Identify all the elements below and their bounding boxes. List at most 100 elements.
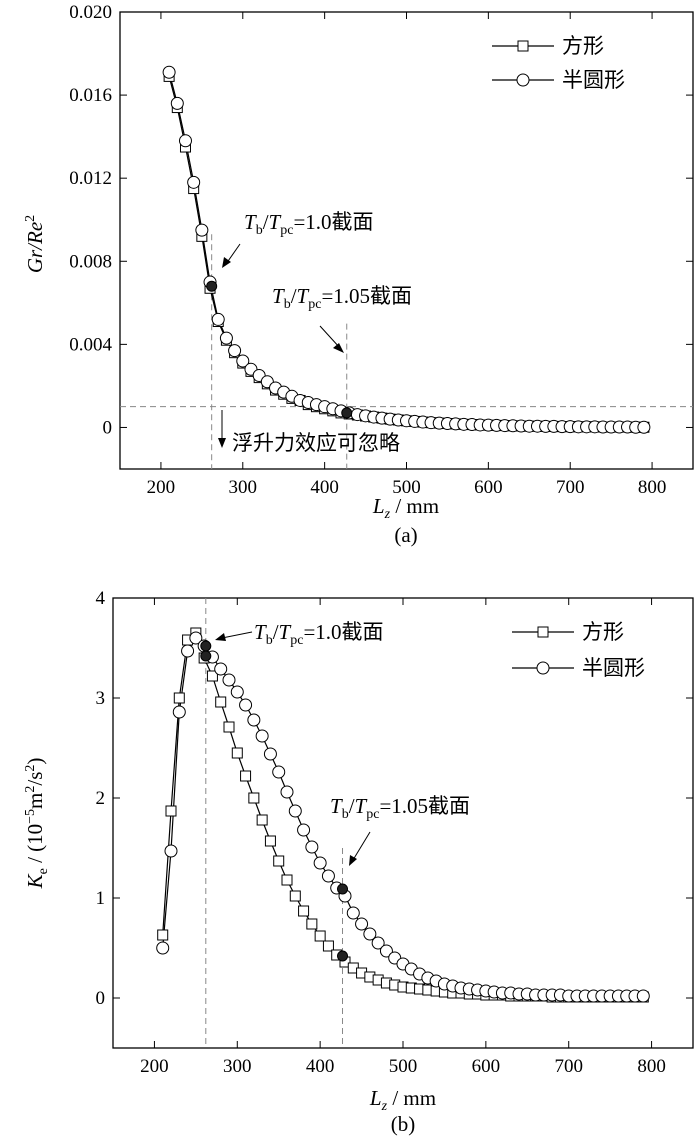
legend-b-square-marker — [537, 626, 549, 638]
ytick-label-a-3: 0.012 — [69, 168, 112, 189]
point-a-circle-4 — [195, 223, 209, 237]
point-b-square-20 — [322, 940, 334, 952]
xtick-label-b-0: 200 — [140, 1056, 169, 1077]
point-b-circle-4 — [189, 631, 203, 645]
caption-b: (b) — [391, 1112, 416, 1136]
series-line-a-1 — [168, 72, 644, 428]
xtick-label-a-2: 400 — [310, 477, 339, 498]
xtick-label-a-4: 600 — [474, 477, 503, 498]
legend-a-square-label: 方形 — [562, 34, 604, 58]
point-b-square-15 — [281, 874, 293, 886]
point-b-circle-13 — [263, 747, 277, 761]
point-b-square-8 — [223, 721, 235, 733]
point-b-square-6 — [206, 670, 218, 682]
highlight-point-b-0 — [200, 650, 212, 662]
point-a-circle-2 — [178, 134, 192, 148]
point-b-circle-11 — [247, 713, 261, 727]
point-b-circle-16 — [288, 804, 302, 818]
point-b-square-18 — [306, 918, 318, 930]
xtick-label-b-3: 500 — [389, 1056, 418, 1077]
legend-b-square-label: 方形 — [582, 620, 624, 644]
point-b-circle-3 — [181, 644, 195, 658]
threshold-note-a: 浮升力效应可忽略 — [218, 410, 400, 455]
point-b-square-14 — [273, 855, 285, 867]
point-b-circle-12 — [255, 729, 269, 743]
highlight-point-a-1 — [341, 407, 353, 419]
annotation-b-1-arrow — [221, 631, 253, 639]
annotation-a-2-arrow — [319, 325, 341, 349]
panel-a: 200 300 400 500 600 700 800 0 0.004 0.008 0.012 0.0… — [23, 2, 694, 547]
point-b-square-1 — [165, 805, 177, 817]
annotation-b-1: Tb/Tpc=1.0截面 — [215, 620, 384, 648]
point-b-square-11 — [248, 792, 260, 804]
point-b-circle-15 — [280, 785, 294, 799]
legend-a-square-marker — [517, 40, 529, 52]
legend-b-circle-label: 半圆形 — [582, 656, 645, 680]
ytick-label-b-3: 3 — [96, 688, 106, 709]
annotation-b-2: Tb/Tpc=1.05截面 — [330, 794, 470, 866]
panel-b: 200 300 400 500 600 700 800 0 1 2 3 4 方形 半圆形 Tb/Tpc… — [23, 588, 694, 1136]
point-b-square-16 — [289, 890, 301, 902]
point-b-square-12 — [256, 814, 268, 826]
ytick-label-b-0: 0 — [96, 988, 106, 1009]
threshold-note-arrowhead — [218, 438, 226, 448]
point-a-circle-1 — [170, 96, 184, 110]
ytick-label-a-0: 0 — [103, 417, 113, 438]
caption-a: (a) — [394, 523, 417, 547]
legend-b: 方形 半圆形 — [512, 620, 645, 680]
annotation-a-2-arrowhead — [333, 343, 344, 353]
point-a-circle-8 — [228, 344, 242, 358]
point-b-circle-26 — [371, 936, 385, 950]
legend-a: 方形 半圆形 — [492, 34, 625, 92]
point-b-circle-19 — [313, 856, 327, 870]
ytick-label-a-2: 0.008 — [69, 251, 112, 272]
point-b-square-13 — [264, 835, 276, 847]
point-b-circle-58 — [636, 989, 650, 1003]
point-b-square-10 — [240, 770, 252, 782]
point-a-circle-6 — [211, 312, 225, 326]
point-b-circle-9 — [230, 685, 244, 699]
annotation-a-1-arrowhead — [222, 257, 231, 268]
highlight-point-b-3 — [337, 883, 349, 895]
xtick-label-a-1: 300 — [229, 477, 258, 498]
point-b-circle-8 — [222, 673, 236, 687]
point-a-circle-9 — [236, 354, 250, 368]
ylabel-a: Gr/Re2 — [23, 215, 47, 273]
point-b-square-19 — [314, 930, 326, 942]
panel-a-marks: 200 300 400 500 600 700 800 0 0.004 0.008 0.012 0.0… — [69, 2, 693, 498]
annotation-b-2-arrowhead — [349, 855, 357, 866]
xlabel-a: Lz / mm — [372, 494, 439, 522]
legend-a-circle-label: 半圆形 — [562, 68, 625, 92]
xtick-label-a-3: 500 — [392, 477, 421, 498]
annotation-a-1-text: Tb/Tpc=1.0截面 — [244, 210, 374, 238]
point-b-circle-24 — [355, 917, 369, 931]
point-b-circle-0 — [156, 941, 170, 955]
point-b-circle-27 — [379, 944, 393, 958]
xlabel-b: Lz / mm — [369, 1086, 436, 1114]
point-b-square-17 — [298, 905, 310, 917]
ytick-label-b-2: 2 — [96, 788, 106, 809]
xtick-label-b-6: 800 — [637, 1056, 666, 1077]
point-b-circle-2 — [172, 705, 186, 719]
xtick-label-b-5: 700 — [554, 1056, 583, 1077]
point-a-circle-58 — [637, 420, 651, 434]
legend-a-circle-marker — [516, 73, 530, 87]
annotation-a-2-text: Tb/Tpc=1.05截面 — [272, 284, 412, 312]
point-b-square-0 — [157, 929, 169, 941]
ytick-label-a-4: 0.016 — [69, 85, 112, 106]
annotation-b-1-text: Tb/Tpc=1.0截面 — [254, 620, 384, 648]
panel-b-marks: 200 300 400 500 600 700 800 0 1 2 3 4 — [96, 588, 693, 1077]
legend-b-circle-marker — [536, 661, 550, 675]
annotation-b-1-arrowhead — [215, 633, 226, 641]
point-b-circle-10 — [239, 698, 253, 712]
point-b-circle-20 — [321, 869, 335, 883]
xtick-label-a-6: 800 — [638, 477, 667, 498]
point-b-circle-23 — [346, 906, 360, 920]
annotation-a-1: Tb/Tpc=1.0截面 — [222, 210, 374, 268]
ytick-label-a-1: 0.004 — [69, 334, 112, 355]
highlight-point-b-2 — [337, 950, 349, 962]
xtick-label-a-5: 700 — [556, 477, 585, 498]
point-a-circle-7 — [219, 331, 233, 345]
point-b-circle-25 — [363, 927, 377, 941]
